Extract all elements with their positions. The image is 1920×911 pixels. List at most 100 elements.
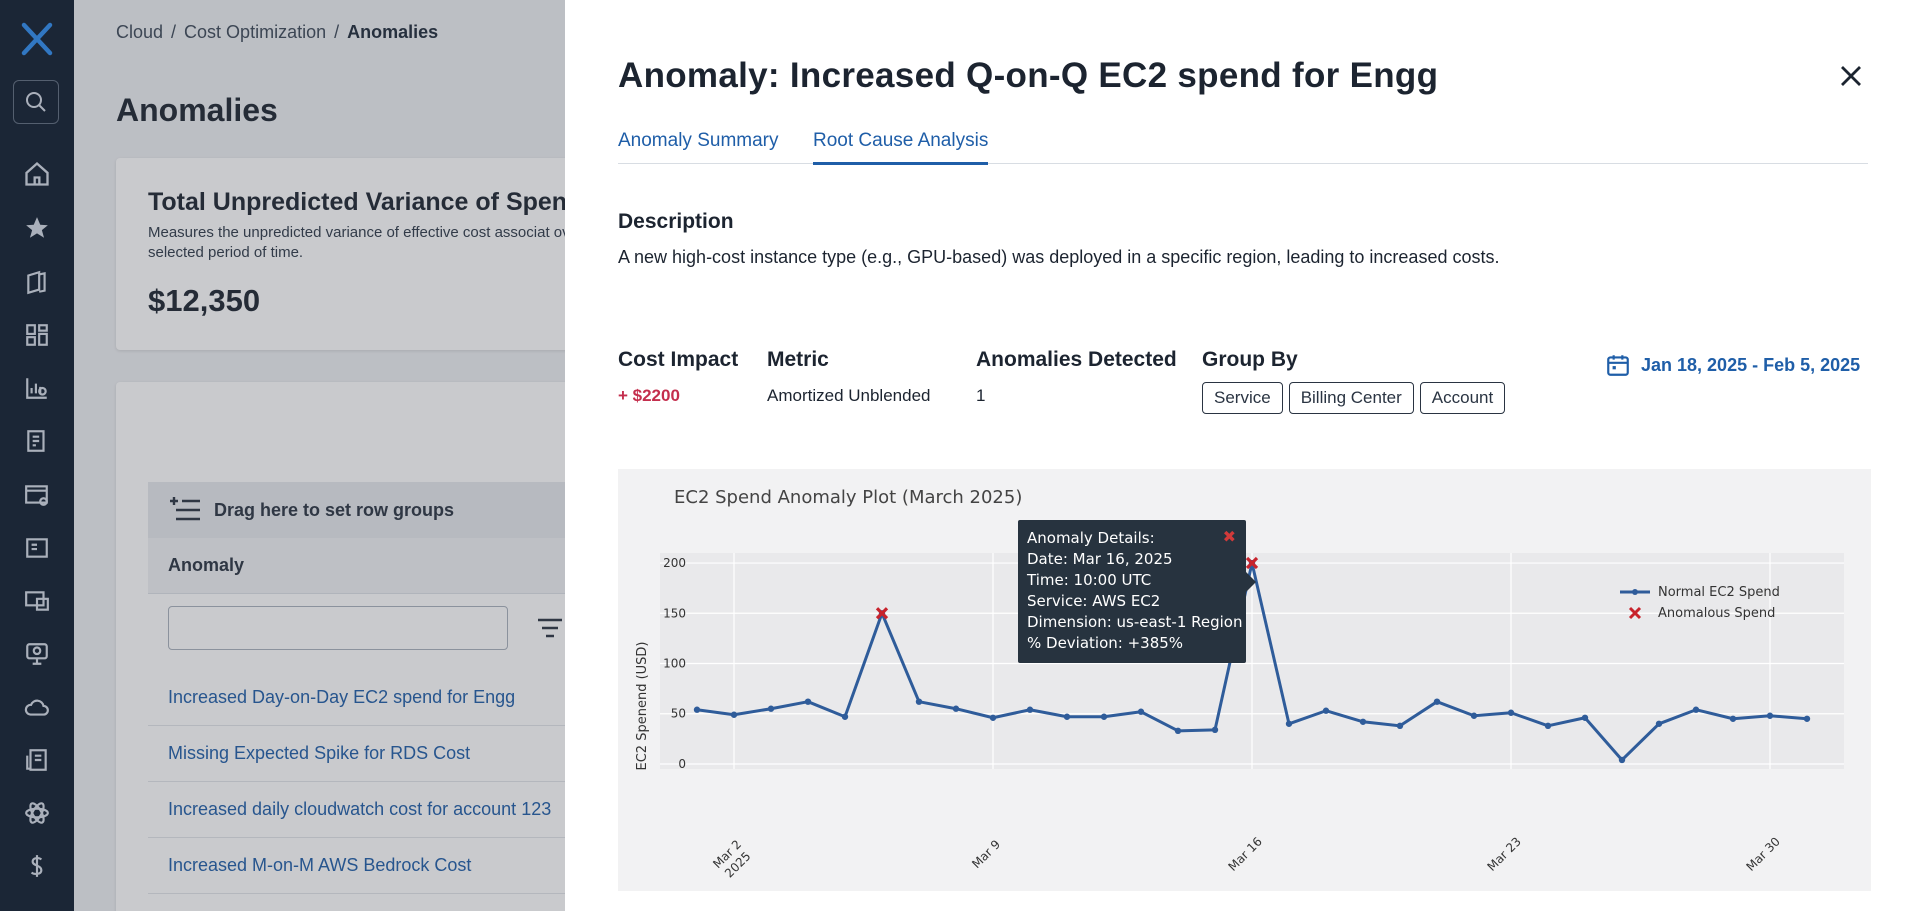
documents-icon[interactable] [20, 265, 54, 299]
search-icon [26, 92, 46, 112]
dashboard-icon[interactable] [20, 318, 54, 352]
data-point [767, 705, 775, 712]
monitor-icon[interactable] [20, 584, 54, 618]
group-by-label: Group By [1202, 348, 1298, 371]
tooltip-line: Time: 10:00 UTC [1027, 571, 1152, 589]
breadcrumb-item-cost-optimization[interactable]: Cost Optimization [184, 22, 327, 42]
data-point [1359, 718, 1367, 725]
browser-settings-icon[interactable] [20, 478, 54, 512]
anomaly-detail-drawer: Anomaly: Increased Q-on-Q EC2 spend for … [565, 0, 1920, 911]
workstation-icon[interactable] [20, 637, 54, 671]
date-range-text: Jan 18, 2025 - Feb 5, 2025 [1641, 354, 1861, 375]
data-point [1507, 709, 1515, 716]
anomaly-chart: 0 50 100 150 200 Mar 22025 Mar 9 Mar 16 Mar 23 Ma… [618, 469, 1871, 891]
legend-swatch-normal-dot [1632, 589, 1638, 595]
inventory-icon[interactable] [20, 743, 54, 777]
tooltip-line: Service: AWS EC2 [1027, 592, 1161, 610]
app-logo[interactable] [18, 20, 56, 58]
dollar-icon[interactable] [20, 849, 54, 883]
cloud-icon[interactable] [20, 690, 54, 724]
home-icon[interactable] [20, 157, 54, 191]
page-title: Anomalies [116, 92, 278, 128]
tooltip-close-icon[interactable]: ✖ [1222, 527, 1236, 546]
data-point [1766, 712, 1774, 719]
date-range-picker[interactable]: Jan 18, 2025 - Feb 5, 2025 [1605, 352, 1860, 378]
anomaly-marker [875, 607, 889, 620]
reports-icon[interactable] [20, 424, 54, 458]
drawer-title: Anomaly: Increased Q-on-Q EC2 spend for … [618, 56, 1439, 95]
data-point [804, 698, 812, 705]
x-tick-label-line: Mar 9 [969, 837, 1003, 871]
x-tick-label: Mar 9 [969, 837, 1003, 871]
data-point [1692, 706, 1700, 713]
anomaly-filter-input[interactable] [168, 606, 508, 650]
x-tick-label-line: Mar 23 [1484, 834, 1523, 873]
x-tick-label: Mar 16 [1225, 834, 1264, 873]
data-point [1581, 714, 1589, 721]
group-by-chips: Service Billing Center Account [1202, 382, 1506, 414]
legend-label-anomalous: Anomalous Spend [1658, 606, 1775, 621]
legend-label-normal: Normal EC2 Spend [1658, 585, 1780, 600]
anomaly-tooltip: ✖ Anomaly Details: Date: Mar 16, 2025 Ti… [1018, 520, 1256, 663]
data-point [1729, 715, 1737, 722]
analytics-icon[interactable] [20, 371, 54, 405]
drawer-tabs: Anomaly Summary Root Cause Analysis [618, 128, 1868, 165]
tab-root-cause-analysis[interactable]: Root Cause Analysis [813, 130, 989, 165]
breadcrumb-separator: / [334, 22, 340, 42]
data-point [841, 713, 849, 720]
metric-label: Metric [767, 348, 829, 371]
anomalies-detected-value: 1 [976, 386, 986, 405]
chip-service[interactable]: Service [1202, 382, 1283, 414]
data-point [730, 711, 738, 718]
x-tick-label-line: Mar 16 [1225, 834, 1264, 873]
data-point [1285, 720, 1293, 727]
chip-billing-center[interactable]: Billing Center [1288, 382, 1414, 414]
ai-atom-icon[interactable] [20, 796, 54, 830]
breadcrumb-item-cloud[interactable]: Cloud [116, 22, 164, 42]
data-point [1174, 727, 1182, 735]
metric: Metric Amortized Unblended [767, 348, 930, 406]
y-axis-label: EC2 Spenend (USD) [635, 642, 650, 771]
metric-value: Amortized Unblended [767, 386, 931, 405]
tooltip-line: Date: Mar 16, 2025 [1027, 550, 1173, 568]
y-tick-label: 150 [663, 606, 686, 620]
cost-impact-label: Cost Impact [618, 348, 739, 371]
table-row[interactable]: Missing Expected Spike for RDS Cost [148, 726, 668, 782]
data-point [1470, 712, 1478, 719]
table-row[interactable]: Increased Day-on-Day EC2 spend for Engg [148, 670, 668, 726]
close-button[interactable] [1835, 60, 1867, 92]
chip-account[interactable]: Account [1419, 382, 1506, 414]
data-point [1137, 708, 1145, 715]
calendar-icon [1607, 355, 1629, 376]
data-point [693, 706, 701, 713]
row-group-icon [170, 497, 200, 521]
search-button[interactable] [13, 80, 59, 124]
catalog-icon[interactable] [20, 531, 54, 565]
table-row[interactable]: Increased daily cloudwatch cost for acco… [148, 782, 668, 838]
table-row[interactable]: Increased M-on-M AWS Bedrock Cost [148, 838, 668, 894]
description-label: Description [618, 210, 734, 233]
variance-amount: $12,350 [148, 283, 261, 318]
star-icon[interactable] [20, 211, 54, 245]
close-icon [1841, 66, 1861, 86]
variance-card-description: Measures the unpredicted variance of eff… [148, 224, 583, 261]
x-tick-label: Mar 22025 [710, 837, 755, 882]
x-tick-label: Mar 30 [1743, 834, 1782, 873]
anomaly-marker [1245, 556, 1259, 570]
tooltip-line: Dimension: us-east-1 Region [1027, 613, 1243, 631]
y-tick-label: 100 [663, 657, 686, 671]
data-point [1396, 722, 1404, 729]
filter-icon[interactable] [536, 616, 564, 640]
tooltip-arrow [1246, 572, 1256, 592]
anomaly-rows: Increased Day-on-Day EC2 spend for Engg … [148, 670, 668, 894]
y-tick-label: 50 [671, 707, 686, 721]
breadcrumb-current: Anomalies [347, 22, 439, 42]
anomalies-detected: Anomalies Detected 1 [976, 348, 1177, 406]
data-point [915, 698, 923, 705]
group-by: Group By Service Billing Center Account [1202, 348, 1506, 414]
left-nav-rail [0, 0, 74, 911]
y-tick-label: 200 [663, 556, 686, 570]
cost-impact: Cost Impact + $2200 [618, 348, 738, 406]
tooltip-line: % Deviation: +385% [1027, 634, 1184, 652]
tab-anomaly-summary[interactable]: Anomaly Summary [618, 130, 779, 151]
